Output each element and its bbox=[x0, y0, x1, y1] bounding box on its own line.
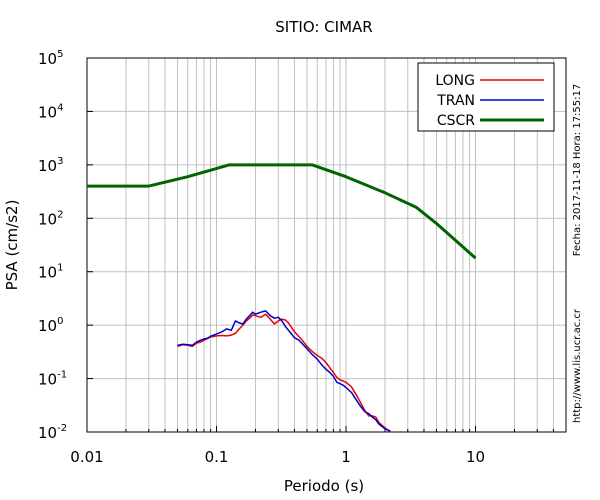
x-axis-label: Periodo (s) bbox=[284, 477, 364, 495]
series-line-long bbox=[177, 313, 391, 433]
legend-label-tran: TRAN bbox=[436, 93, 475, 109]
x-tick-label: 1 bbox=[341, 448, 351, 466]
y-tick-label: 102 bbox=[38, 209, 63, 228]
legend: LONG TRAN CSCR bbox=[417, 62, 555, 132]
y-tick-label: 100 bbox=[38, 316, 63, 335]
url-note: http://www.lis.ucr.ac.cr bbox=[572, 308, 583, 423]
x-tick-label: 10 bbox=[466, 448, 485, 466]
series-line-tran bbox=[177, 310, 391, 432]
plot-frame bbox=[86, 57, 567, 433]
y-tick-label: 103 bbox=[38, 156, 63, 175]
x-tick-label: 0.1 bbox=[205, 448, 229, 466]
y-tick-label: 101 bbox=[38, 263, 63, 282]
y-tick-label: 104 bbox=[38, 102, 63, 121]
axis-ticks: 0.01 0.1 1 10 10-2 10-1 100 101 102 103 104 105 bbox=[38, 49, 567, 466]
legend-label-long: LONG bbox=[435, 73, 475, 89]
series-line-cscr bbox=[87, 163, 477, 260]
x-tick-label: 0.01 bbox=[70, 448, 103, 466]
y-tick-label: 10-2 bbox=[38, 423, 67, 442]
legend-label-cscr: CSCR bbox=[437, 113, 475, 129]
y-axis-label: PSA (cm/s2) bbox=[3, 200, 21, 291]
chart-title: SITIO: CIMAR bbox=[275, 18, 372, 36]
series-layer bbox=[87, 163, 477, 433]
date-time-note: Fecha: 2017-11-18 Hora: 17:55:17 bbox=[572, 84, 583, 257]
y-tick-label: 10-1 bbox=[38, 370, 67, 389]
y-tick-label: 105 bbox=[38, 49, 63, 68]
